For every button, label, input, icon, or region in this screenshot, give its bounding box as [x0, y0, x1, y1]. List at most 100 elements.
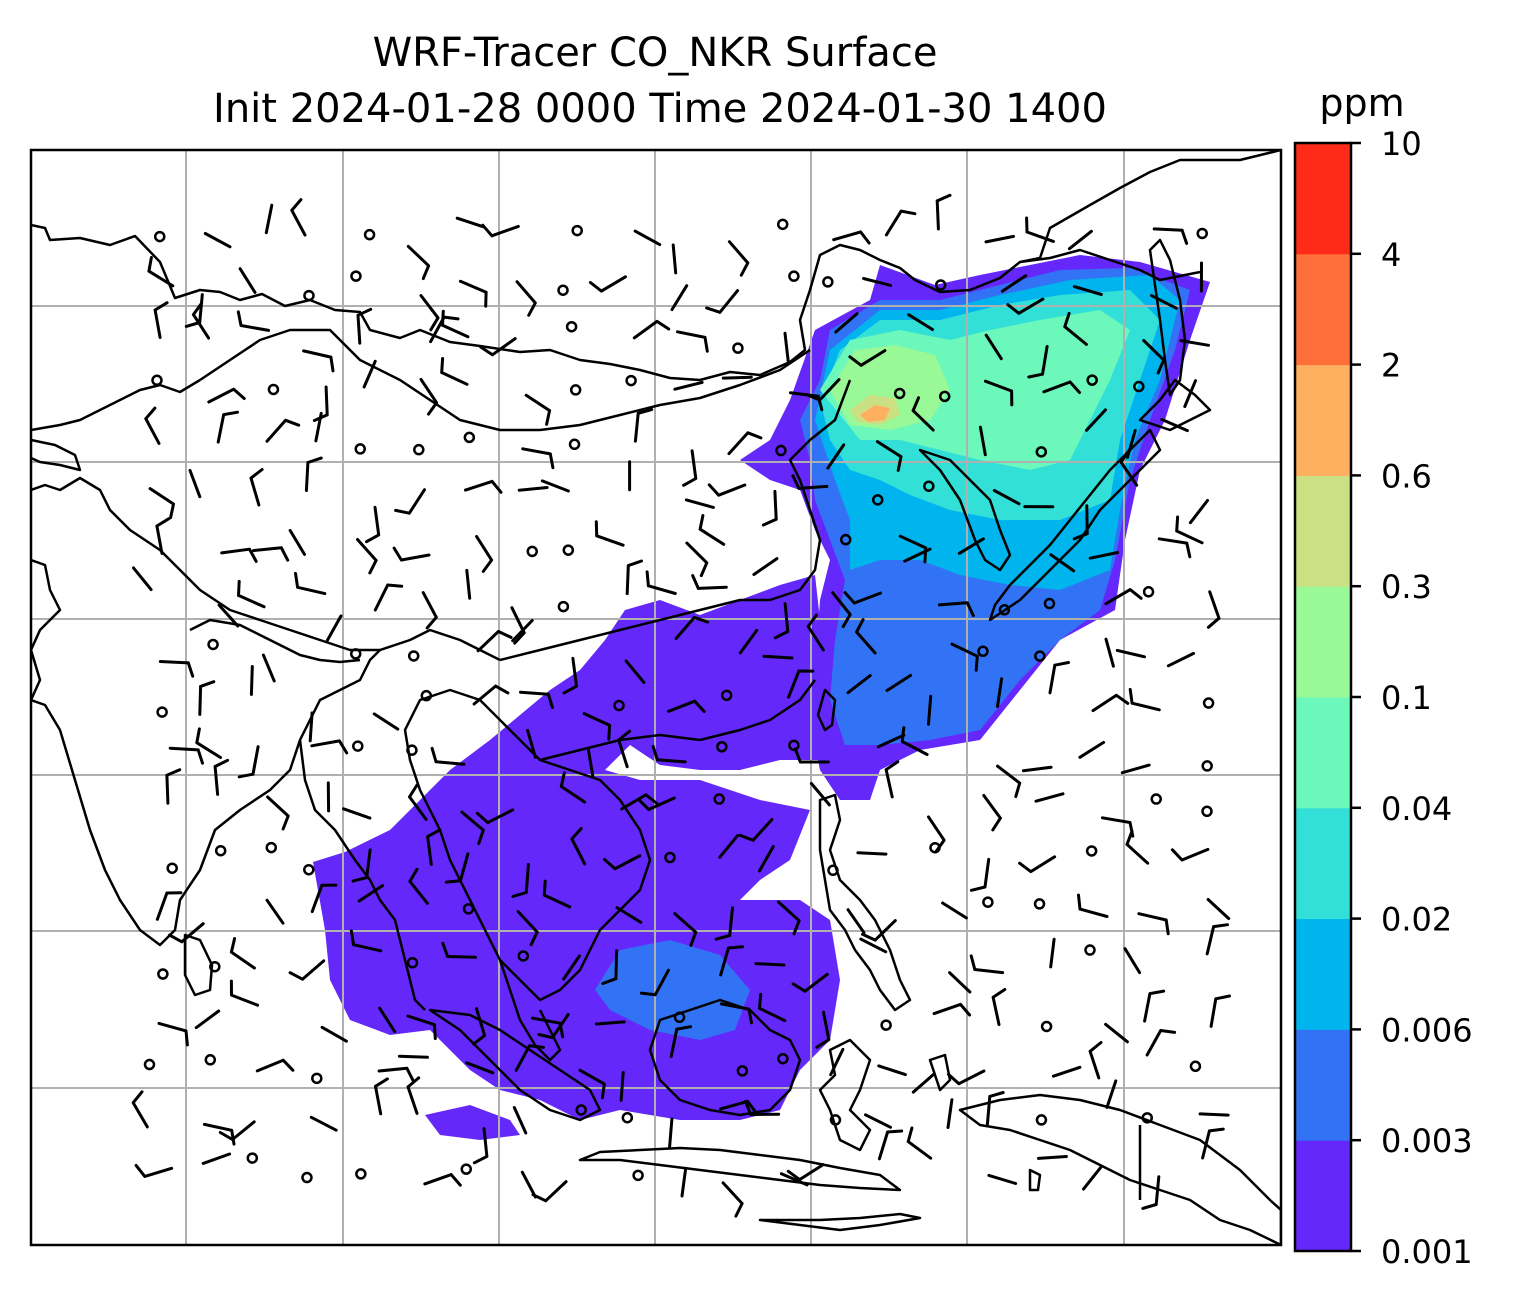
wind-barb-calm: [720, 689, 733, 702]
wind-barb: [202, 1122, 236, 1146]
wind-barb: [465, 568, 472, 600]
wind-barb: [1119, 449, 1139, 487]
coastline-himalaya: [189, 618, 361, 664]
wind-barb-calm: [1085, 845, 1098, 857]
wind-barb: [815, 1010, 831, 1049]
wind-barb-calm: [938, 390, 951, 403]
wind-barb: [464, 479, 503, 494]
wind-barb: [570, 827, 587, 866]
wind-barb: [911, 396, 935, 432]
wind-barb: [682, 449, 698, 487]
coastline-timor-east: [1028, 1168, 1042, 1192]
wind-barb: [786, 1163, 825, 1182]
wind-barb: [458, 279, 488, 308]
wind-barb: [877, 1129, 904, 1161]
wind-barb: [201, 1152, 232, 1165]
wind-barb: [266, 795, 290, 831]
wind-barb: [302, 349, 335, 373]
wind-barb: [229, 979, 260, 1007]
colorbar-swatch-7: [1295, 364, 1351, 476]
wind-barb-calm: [407, 650, 420, 662]
wind-barb: [831, 591, 852, 629]
wind-barb: [941, 901, 968, 920]
coastline-kazakhstan: [31, 378, 201, 432]
wind-barb: [198, 680, 216, 716]
wind-barb: [134, 1163, 174, 1178]
wind-barb: [691, 574, 728, 590]
wind-barb: [1166, 651, 1196, 668]
wind-barb-calm: [732, 342, 744, 354]
wind-barb-calm: [934, 279, 947, 291]
wind-barb-calm: [204, 1054, 217, 1066]
wind-barb: [475, 535, 494, 573]
wind-barb: [947, 1069, 986, 1086]
wind-barb: [721, 1181, 744, 1218]
wind-barb: [727, 240, 750, 277]
wind-barb: [188, 468, 202, 499]
wind-barb: [531, 1180, 568, 1203]
wind-barb: [1142, 339, 1166, 375]
wind-barb: [520, 1170, 537, 1199]
wind-barb-calm: [363, 228, 376, 241]
wind-barb: [168, 746, 204, 765]
wind-barb: [809, 782, 831, 807]
wind-barb-calm: [1142, 586, 1155, 598]
wind-barb-calm: [632, 1169, 644, 1182]
wind-barb: [982, 794, 1002, 832]
wind-barb: [950, 642, 979, 672]
wind-barb: [455, 216, 486, 229]
chart-subtitle: Init 2024-01-28 0000 Time 2024-01-30 140…: [213, 86, 1107, 132]
wind-barb: [1048, 661, 1070, 695]
wind-barb: [191, 301, 211, 340]
wind-barb: [472, 684, 510, 706]
colorbar-swatches: [1295, 143, 1351, 1252]
wind-barb: [444, 852, 470, 884]
wind-barb-calm: [664, 851, 676, 864]
colorbar-tick-label-4: 0.04: [1381, 790, 1452, 828]
wind-barb: [1160, 417, 1189, 433]
wind-barb: [996, 764, 1022, 799]
wind-barb: [670, 284, 689, 312]
colorbar-tick-label-8: 2: [1381, 347, 1401, 385]
colorbar-tick-label-6: 0.3: [1381, 568, 1432, 606]
wind-barb: [738, 628, 759, 655]
wind-barb: [195, 727, 222, 759]
wind-barb: [1120, 763, 1151, 775]
wind-barb: [408, 867, 429, 905]
wind-barb: [996, 677, 1004, 708]
wind-barb: [373, 583, 404, 612]
wind-barb: [685, 541, 709, 578]
wind-barb: [875, 440, 903, 472]
wind-barb: [826, 443, 846, 470]
wind-barb-calm: [301, 1171, 313, 1184]
wind-barb: [1088, 551, 1120, 560]
wind-barb: [310, 883, 338, 914]
wind-barb: [791, 972, 829, 993]
coastline-hokkaido: [1138, 378, 1212, 432]
wind-barb: [625, 559, 643, 596]
wind-barb: [423, 1173, 462, 1187]
wind-barb: [992, 489, 1021, 506]
wind-barb-calm: [406, 744, 418, 756]
wind-barb: [320, 1025, 348, 1043]
wind-barb: [957, 537, 985, 555]
wind-barb: [969, 954, 1005, 975]
wind-barb-calm: [156, 706, 168, 718]
wind-barb: [237, 579, 266, 609]
wind-barb: [907, 313, 934, 331]
wind-barb: [261, 653, 276, 683]
wind-barb-calm: [354, 443, 366, 455]
wind-barb: [406, 1076, 421, 1115]
wind-barb: [673, 380, 704, 391]
field-region-low-island: [425, 1105, 520, 1140]
chart-title: WRF-Tracer CO_NKR Surface: [373, 30, 938, 76]
wind-barb: [157, 1021, 189, 1047]
wind-barb: [935, 193, 952, 231]
wind-barb: [165, 768, 182, 805]
wind-barb-calm: [673, 1011, 686, 1024]
wind-barb: [721, 375, 753, 380]
colorbar-tick-label-1: 0.003: [1381, 1122, 1473, 1160]
wind-barb: [714, 906, 734, 941]
wind-barb: [846, 908, 866, 935]
wind-barb: [603, 854, 642, 871]
